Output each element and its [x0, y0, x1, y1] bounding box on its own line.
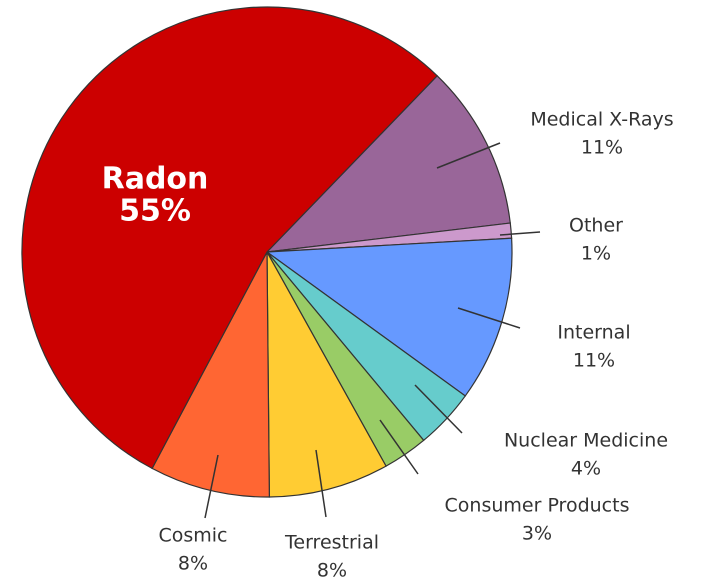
slice-value-label: 11%	[581, 137, 623, 159]
leader-line	[436, 142, 501, 169]
leader-line	[414, 384, 463, 434]
leader-line	[315, 449, 327, 518]
leader-line	[379, 419, 419, 475]
slice-label: Medical X-Rays	[530, 109, 673, 131]
slice-value-label: 11%	[573, 350, 615, 372]
leader-line	[204, 454, 219, 519]
pie-slice	[265, 74, 511, 253]
slice-label: Internal	[557, 322, 630, 344]
pie-slice	[266, 251, 387, 498]
pie-slice	[265, 237, 513, 397]
slice-label: Cosmic	[158, 525, 227, 547]
slice-label: Radon	[102, 162, 209, 197]
slice-value-label: 4%	[571, 458, 601, 480]
slice-label: Consumer Products	[445, 495, 630, 517]
leader-line	[457, 307, 521, 329]
slice-label: Other	[569, 215, 623, 237]
leader-line	[499, 231, 541, 236]
slice-value-label: 8%	[178, 553, 208, 575]
slice-value-label: 3%	[522, 523, 552, 545]
slice-value-label: 8%	[317, 560, 347, 581]
slice-label: Terrestrial	[284, 532, 379, 554]
slice-value-label: 55%	[119, 194, 191, 229]
pie-slice	[21, 6, 439, 470]
pie-slice	[151, 251, 270, 498]
slice-label: Nuclear Medicine	[504, 430, 668, 452]
slice-value-label: 1%	[581, 243, 611, 265]
